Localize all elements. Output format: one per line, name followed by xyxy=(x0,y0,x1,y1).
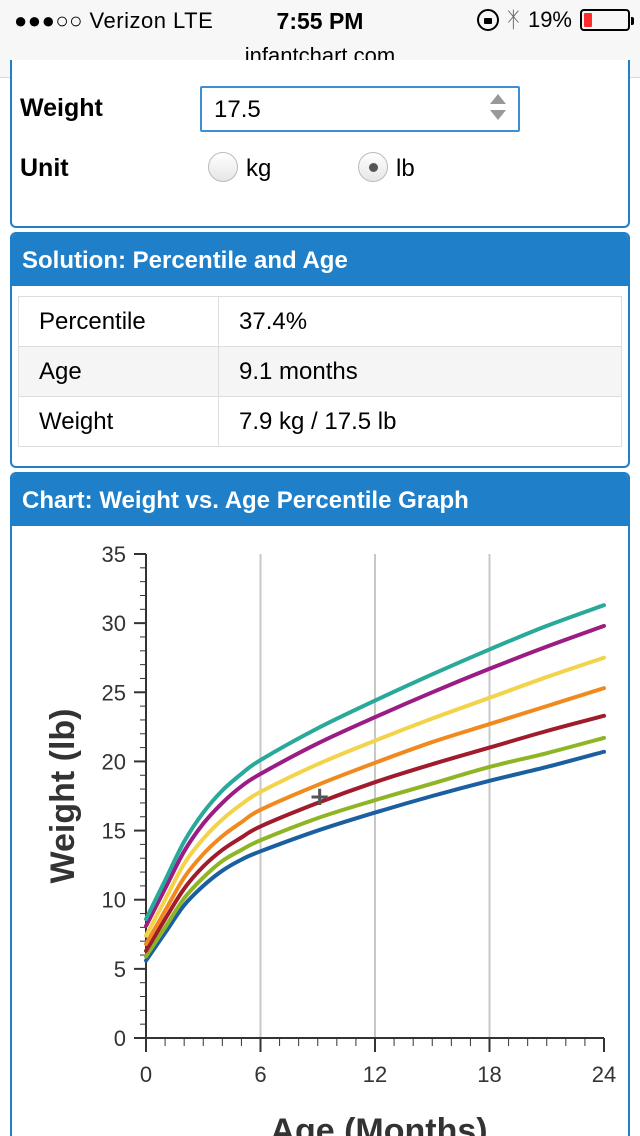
carrier-label: ●●●○○ Verizon LTE xyxy=(14,8,214,33)
y-tick-label: 25 xyxy=(102,680,126,705)
result-label: Percentile xyxy=(18,296,219,347)
result-value: 7.9 kg / 17.5 lb xyxy=(218,396,622,447)
bluetooth-icon: ᛡ xyxy=(506,7,520,32)
table-row: Percentile 37.4% xyxy=(18,296,622,347)
y-tick-label: 20 xyxy=(102,749,126,774)
chart-card: Chart: Weight vs. Age Percentile Graph 0… xyxy=(10,472,630,1136)
x-tick-label: 18 xyxy=(477,1062,501,1087)
solution-title: Solution: Percentile and Age xyxy=(12,234,628,286)
battery-icon xyxy=(580,9,634,31)
x-tick-label: 0 xyxy=(140,1062,152,1087)
rotation-lock-icon xyxy=(476,9,499,31)
x-axis-label: Age (Months) xyxy=(270,1112,487,1136)
unit-lb-radio[interactable] xyxy=(358,152,388,182)
table-row: Age 9.1 months xyxy=(18,346,622,397)
percentile-line xyxy=(144,713,606,953)
unit-label: Unit xyxy=(20,154,69,182)
percentile-line xyxy=(144,735,606,959)
result-label: Weight xyxy=(18,396,219,447)
unit-lb-label[interactable]: lb xyxy=(396,155,415,182)
y-tick-label: 5 xyxy=(114,957,126,982)
percentile-line xyxy=(144,623,606,928)
weight-label: Weight xyxy=(20,94,103,122)
y-tick-label: 30 xyxy=(102,611,126,636)
x-tick-label: 12 xyxy=(363,1062,387,1087)
result-value: 9.1 months xyxy=(218,346,622,397)
clock: 7:55 PM xyxy=(276,8,364,34)
result-value: 37.4% xyxy=(218,296,622,347)
y-tick-label: 0 xyxy=(114,1026,126,1051)
percentile-chart: 0 5 10 15 20 25 30 35 0 6 12 18 24 Weight (lb) Age (Mo… xyxy=(44,542,616,1136)
unit-kg-label[interactable]: kg xyxy=(246,155,272,182)
battery-percent: 19% xyxy=(527,7,572,32)
y-tick-label: 10 xyxy=(102,888,126,913)
weight-input[interactable]: 17.5 xyxy=(200,86,520,132)
solution-card: Solution: Percentile and Age Percentile … xyxy=(10,232,630,468)
chart-title: Chart: Weight vs. Age Percentile Graph xyxy=(12,474,628,526)
y-tick-label: 15 xyxy=(102,819,126,844)
unit-kg-radio[interactable] xyxy=(208,152,238,182)
input-card: Weight 17.5 Unit kg lb xyxy=(10,60,630,228)
percentile-line xyxy=(144,749,606,963)
number-stepper[interactable] xyxy=(490,94,506,124)
x-tick-label: 6 xyxy=(254,1062,266,1087)
y-tick-label: 35 xyxy=(102,542,126,567)
percentile-line xyxy=(144,686,606,946)
table-row: Weight 7.9 kg / 17.5 lb xyxy=(18,396,622,447)
stepper-down-icon[interactable] xyxy=(490,110,506,120)
status-bar: ●●●○○ Verizon LTE 7:55 PM ᛡ 19% xyxy=(0,0,640,40)
status-right: ᛡ 19% xyxy=(476,7,634,32)
data-point-marker: + xyxy=(309,782,331,812)
results-table: Percentile 37.4% Age 9.1 months Weight 7… xyxy=(18,296,622,447)
y-axis-label: Weight (lb) xyxy=(44,709,82,884)
x-tick-label: 24 xyxy=(592,1062,616,1087)
weight-value: 17.5 xyxy=(214,96,261,123)
stepper-up-icon[interactable] xyxy=(490,94,506,104)
percentile-line xyxy=(144,603,606,922)
result-label: Age xyxy=(18,346,219,397)
percentile-line xyxy=(144,655,606,938)
